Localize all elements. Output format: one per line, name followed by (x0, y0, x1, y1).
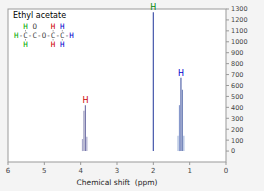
peak (179, 105, 180, 151)
y-tick (226, 9, 229, 10)
structure-atom: O (32, 22, 37, 31)
y-tick-label: 1200 (231, 16, 248, 24)
y-tick-label: 100 (231, 137, 243, 145)
y-tick-label: 900 (231, 49, 243, 57)
structure-atom: H (23, 40, 28, 49)
x-tick-label: 3 (115, 167, 119, 175)
x-tick-label: 6 (6, 167, 11, 175)
peak (153, 12, 154, 151)
structure-atom: H (23, 22, 28, 31)
structure-atom: H (60, 40, 65, 49)
x-tick (189, 162, 190, 165)
structure-atom: H (51, 22, 56, 31)
y-tick (226, 118, 229, 119)
y-tick-label: 700 (231, 71, 243, 79)
y-tick (226, 85, 229, 86)
x-tick (44, 162, 45, 165)
y-tick (226, 41, 229, 42)
peak-label: H (82, 96, 88, 105)
y-tick (226, 107, 229, 108)
structure-atom: H (51, 40, 56, 49)
x-tick-label: 4 (78, 167, 83, 175)
peak (83, 111, 84, 151)
y-tick (226, 96, 229, 97)
peak (82, 139, 83, 151)
x-axis-label: Chemical shift (ppm) (77, 178, 158, 187)
y-tick-label: 300 (231, 115, 243, 123)
y-tick-label: 1100 (231, 27, 248, 35)
x-tick-label: 2 (151, 167, 155, 175)
y-tick (226, 63, 229, 64)
structure-atom: H (69, 31, 74, 40)
x-tick (226, 162, 227, 165)
peak (177, 136, 178, 151)
x-tick (153, 162, 154, 165)
x-tick-label: 5 (42, 167, 46, 175)
peak (86, 137, 87, 151)
x-tick-label: 1 (187, 167, 191, 175)
y-tick-label: 200 (231, 126, 243, 134)
peak (85, 105, 86, 151)
y-tick (226, 140, 229, 141)
x-tick (8, 162, 9, 165)
y-tick-label: 500 (231, 93, 243, 101)
y-tick (226, 30, 229, 31)
x-tick (80, 162, 81, 165)
peak (180, 78, 181, 151)
structure-atom: H (60, 22, 65, 31)
y-tick-label: 600 (231, 82, 243, 90)
peak-label: H (150, 3, 156, 12)
y-tick (226, 129, 229, 130)
y-tick-label: 800 (231, 60, 243, 68)
plot-frame (8, 9, 226, 162)
y-tick (226, 151, 229, 152)
y-tick-label: 400 (231, 104, 243, 112)
peak (182, 90, 183, 151)
title: Ethyl acetate (13, 11, 66, 20)
y-tick-label: 1000 (231, 38, 248, 46)
y-tick (226, 19, 229, 20)
x-tick-label: 0 (224, 167, 228, 175)
y-tick (226, 74, 229, 75)
chart: 0 1 2 3 4 5 6 0 100 200 300 400 500 600 700 800 900 1000 1… (0, 0, 264, 191)
y-tick-label: 0 (231, 147, 235, 155)
x-tick (117, 162, 118, 165)
y-tick (226, 52, 229, 53)
y-tick-label: 1300 (231, 5, 248, 13)
peak (183, 136, 184, 151)
peak-label: H (178, 69, 184, 78)
